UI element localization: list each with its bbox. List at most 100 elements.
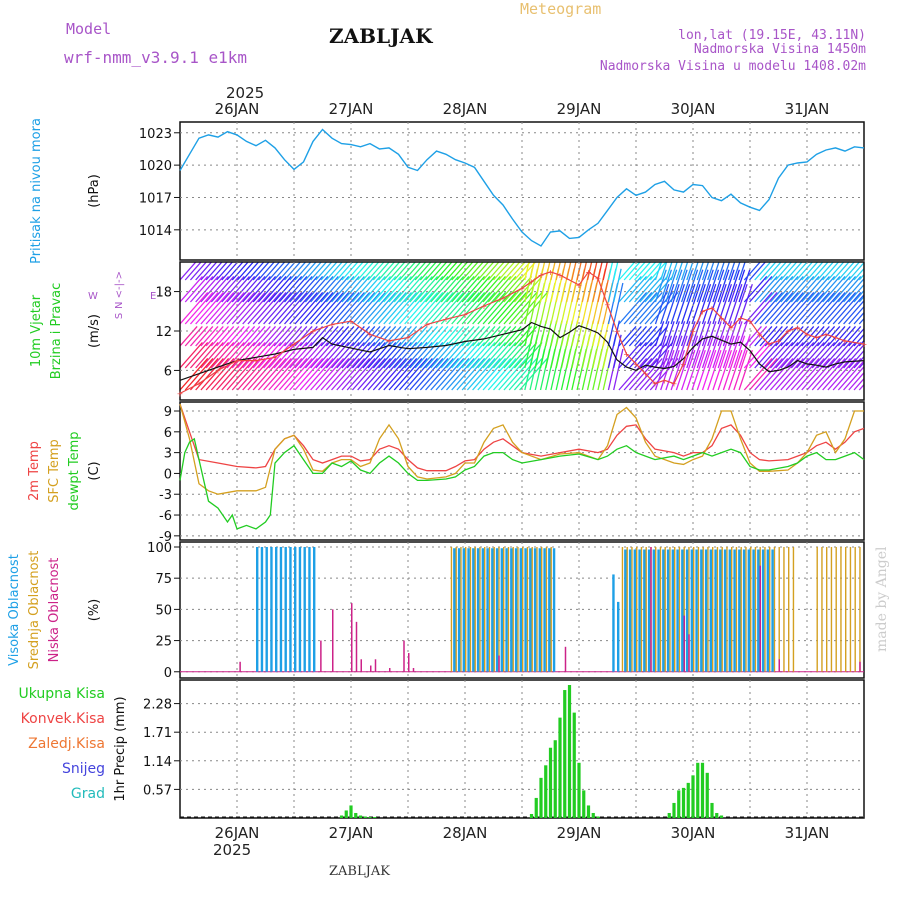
wind-barb — [853, 355, 864, 369]
gust-marker: + — [348, 317, 355, 326]
cloud-bar-cloud_high — [738, 549, 741, 672]
wind-barb — [613, 268, 622, 303]
cloud-bar-cloud_mid — [460, 546, 462, 672]
wind-barb — [503, 342, 527, 369]
wind-barb — [466, 342, 491, 369]
y-tick-label: -9 — [159, 530, 172, 545]
cloud-bar-cloud_mid — [455, 546, 457, 672]
wind-barb — [236, 326, 256, 347]
wind-barb — [294, 358, 324, 391]
y-tick-label: 1014 — [139, 224, 172, 239]
wind-barb — [236, 262, 255, 281]
wind-barb — [273, 276, 297, 303]
y-tick-label: 0 — [164, 666, 172, 681]
wind-barb — [843, 343, 864, 369]
wind-barb — [691, 269, 704, 303]
gust-marker: + — [481, 302, 488, 311]
wind-barb — [806, 358, 836, 391]
wind-barb — [430, 326, 449, 347]
cloud-bar-cloud_high — [298, 546, 302, 672]
wind-barb — [508, 358, 538, 391]
cloud-bar-cloud_high — [671, 549, 675, 672]
wind-barb — [508, 326, 527, 347]
cloud-bar-low — [351, 603, 353, 672]
cloud-bar-cloud_mid — [655, 546, 657, 672]
wind-barb — [654, 269, 667, 303]
wind-barb — [701, 335, 714, 369]
cloud-bar-cloud_mid — [764, 546, 766, 672]
wind-barb — [634, 326, 653, 347]
wind-barb — [425, 292, 454, 325]
precip-legend-item: Ukupna Kisa — [18, 686, 105, 702]
precip-bar — [363, 816, 367, 818]
wind-barb — [644, 276, 668, 303]
precip-legend-item: Konvek.Kisa — [21, 711, 105, 727]
wind-barb — [362, 276, 386, 303]
cloud-bar-cloud_high — [552, 548, 556, 672]
wind-barb — [414, 262, 432, 281]
wind-barb — [853, 267, 864, 281]
wind-barb — [790, 326, 809, 347]
wind-barb — [712, 269, 725, 303]
cloud-bar-cloud_high — [676, 549, 679, 672]
wind-barb — [743, 326, 762, 347]
wind-barb — [827, 262, 845, 281]
cloud-bar-cloud_high — [303, 546, 306, 672]
wind-barb — [451, 292, 480, 325]
wind-barb — [466, 358, 496, 391]
cloud-bar-cloud_mid — [702, 546, 704, 672]
wind-barb — [785, 292, 815, 325]
wind-barb — [566, 320, 573, 347]
wind-barb — [628, 326, 647, 347]
wind-barb — [273, 292, 303, 325]
wind-barb — [508, 292, 538, 325]
wind-barb — [644, 358, 674, 391]
wind-barb — [257, 292, 287, 325]
cloud-bar-cloud_high — [617, 601, 620, 672]
cloud-bar-cloud_mid — [536, 546, 538, 672]
wind-barb — [639, 358, 669, 391]
wind-barb — [315, 276, 339, 303]
cloud-bar-cloud_mid — [531, 546, 533, 672]
unit-label-wind: (m/s) — [87, 314, 102, 348]
cloud-bar-cloud_high — [666, 549, 670, 672]
precip-bar — [582, 790, 586, 818]
gust-marker: + — [709, 304, 716, 313]
wind-barb — [346, 292, 376, 325]
wind-barb — [613, 348, 624, 391]
wind-barb — [691, 335, 704, 369]
wind-barb — [722, 283, 738, 325]
time-label-bottom: 26JAN — [215, 824, 260, 842]
cloud-bar-cloud_high — [533, 548, 537, 672]
cloud-bar-cloud_high — [491, 548, 494, 672]
cloud-bar-cloud_mid — [621, 546, 624, 672]
wind-barb — [231, 262, 249, 281]
wind-barb — [827, 342, 851, 369]
wind-barb — [414, 276, 439, 303]
wind-barb — [722, 269, 735, 303]
cloud-bar-cloud_high — [457, 548, 461, 672]
wind-barb — [236, 342, 261, 369]
wind-barb — [498, 326, 517, 347]
gust-marker: + — [690, 327, 697, 336]
cloud-bar-cloud_mid — [707, 546, 709, 672]
cloud-bar-cloud_high — [690, 549, 694, 672]
wind-barb — [252, 326, 271, 347]
cloud-bar-cloud_mid — [697, 546, 700, 672]
cloud-bar-cloud_high — [733, 549, 736, 672]
wind-barb — [534, 320, 542, 347]
meteogram-label: Meteogram — [520, 0, 601, 18]
wind-barb — [226, 262, 244, 281]
wind-barb — [853, 311, 864, 325]
cloud-bar-cloud_high — [495, 548, 499, 672]
wind-barb — [754, 262, 772, 281]
time-label-top: 30JAN — [671, 100, 716, 118]
cloud-bar-low — [650, 546, 652, 672]
wind-barb — [195, 276, 219, 303]
wind-barb — [728, 283, 743, 325]
cloud-bar-cloud_mid — [659, 546, 662, 672]
gust-marker: + — [557, 271, 564, 280]
wind-barb — [592, 320, 600, 347]
wind-barb — [665, 269, 678, 303]
wind-barb — [351, 358, 381, 391]
